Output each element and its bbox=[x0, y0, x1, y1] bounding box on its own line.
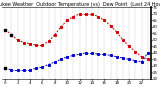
Title: Milwaukee Weather  Outdoor Temperature (vs)  Dew Point  (Last 24 Hours): Milwaukee Weather Outdoor Temperature (v… bbox=[0, 2, 160, 7]
